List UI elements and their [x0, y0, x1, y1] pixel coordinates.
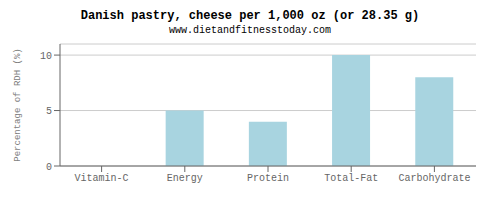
html-text:Danish pastry, cheese per 1,00: Danish pastry, cheese per 1,000 oz (or 2… [80, 9, 420, 23]
svg-text:10: 10 [40, 51, 52, 62]
svg-text:Protein: Protein [247, 173, 289, 184]
svg-text:Vitamin-C: Vitamin-C [75, 173, 129, 184]
svg-text:0: 0 [46, 162, 52, 173]
html-text:www.dietandfitnesstoday.com: www.dietandfitnesstoday.com [169, 25, 331, 36]
svg-text:Total-Fat: Total-Fat [324, 173, 378, 184]
svg-text:Percentage of RDH (%): Percentage of RDH (%) [13, 48, 23, 161]
svg-text:Energy: Energy [167, 173, 203, 184]
svg-text:5: 5 [46, 106, 52, 117]
svg-text:Carbohydrate: Carbohydrate [398, 173, 470, 184]
